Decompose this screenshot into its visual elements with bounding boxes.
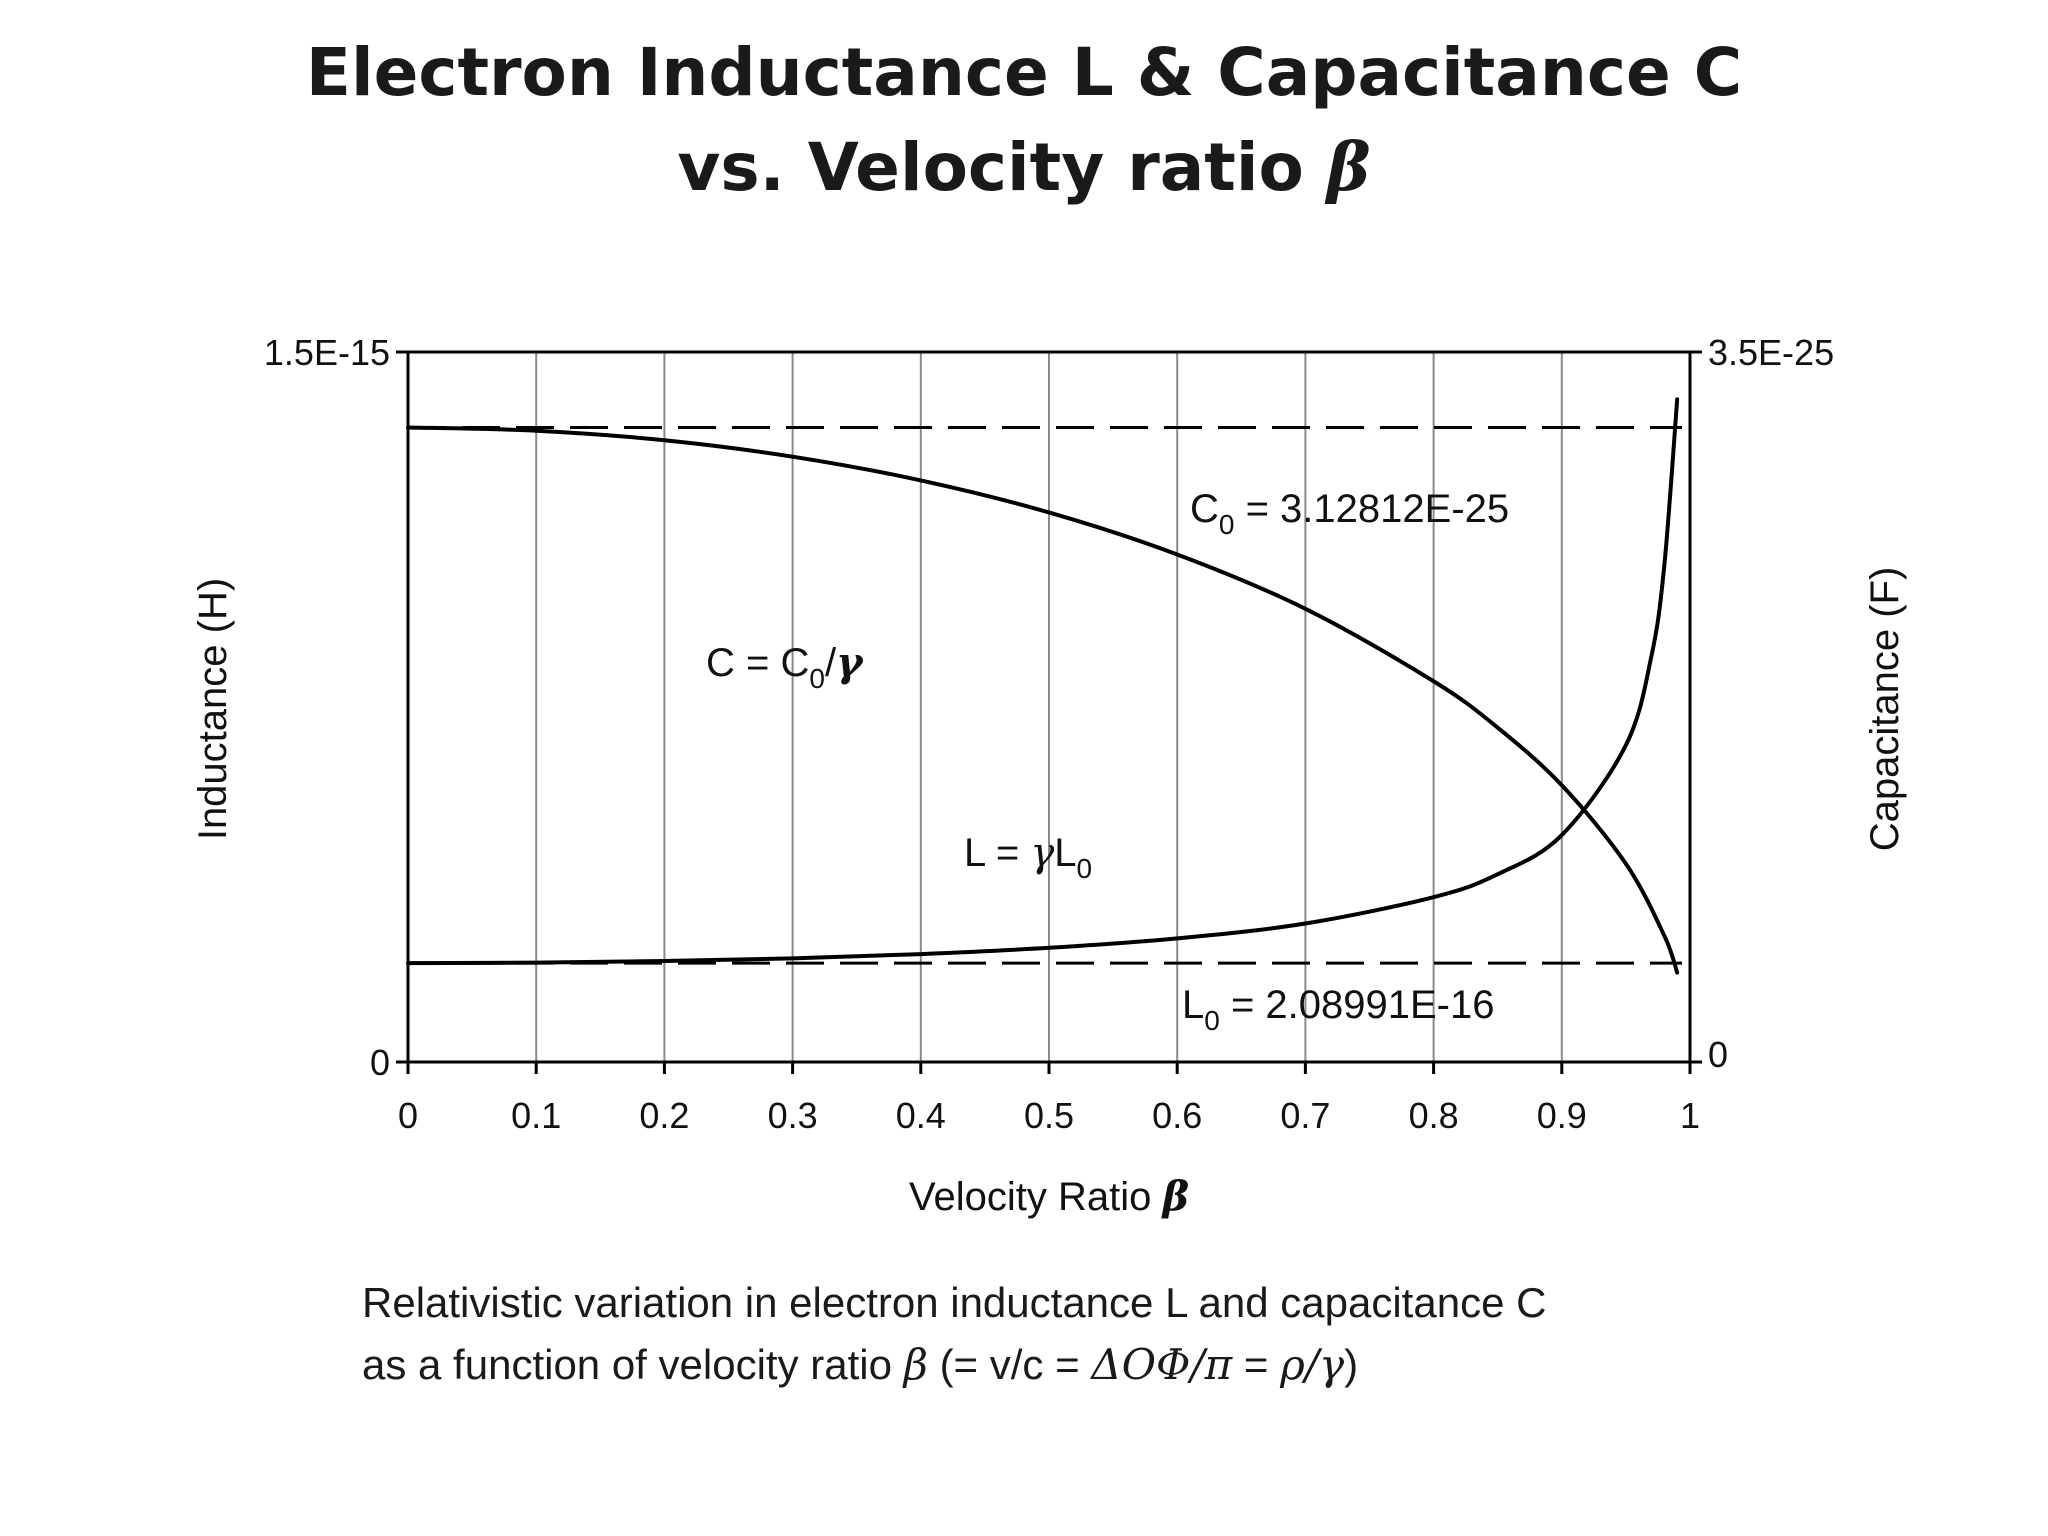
chart-title-text: vs. Velocity ratio bbox=[677, 129, 1327, 206]
reference-lines bbox=[408, 425, 1682, 965]
x-axis-label: Velocity Ratio β bbox=[909, 1173, 1189, 1220]
annotation-l0-symbol: L bbox=[1182, 983, 1204, 1027]
x-axis-label-text: Velocity Ratio bbox=[909, 1175, 1162, 1219]
y-tick-label-right: 0 bbox=[1708, 1034, 1728, 1075]
annotation-c-formula: C = C0/γ bbox=[706, 639, 864, 694]
annotation-l-formula-text: L = bbox=[964, 831, 1030, 875]
x-tick-label: 0.6 bbox=[1152, 1095, 1202, 1136]
annotation-l-formula: L = γL0 bbox=[964, 830, 1092, 884]
chart-title-beta: β bbox=[1326, 128, 1371, 206]
x-tick-label: 0.3 bbox=[768, 1095, 818, 1136]
annotation-l0: L0 = 2.08991E-16 bbox=[1182, 983, 1495, 1036]
caption-line2-text-b: (= v/c = bbox=[927, 1341, 1092, 1388]
x-axis: 0 0.1 0.2 0.3 0.4 0.5 0.6 0.7 0.8 0.9 1 bbox=[398, 1062, 1700, 1136]
y-axis-label-left: Inductance (H) bbox=[191, 578, 235, 840]
x-tick-label: 0.4 bbox=[896, 1095, 946, 1136]
x-axis-label-beta: β bbox=[1160, 1173, 1189, 1220]
caption-expression: ΔOΦ/π bbox=[1091, 1340, 1233, 1389]
capacitance-curve bbox=[406, 425, 1680, 975]
caption-line1: Relativistic variation in electron induc… bbox=[362, 1279, 1547, 1326]
x-tick-label: 0.8 bbox=[1409, 1095, 1459, 1136]
annotation-l0-value: = 2.08991E-16 bbox=[1220, 983, 1495, 1027]
caption-line2-text-a: as a function of velocity ratio bbox=[362, 1341, 904, 1388]
annotation-l-formula-sub: 0 bbox=[1077, 853, 1093, 884]
x-tick-label: 0.9 bbox=[1537, 1095, 1587, 1136]
chart-title-line1: Electron Inductance L & Capacitance C bbox=[305, 34, 1743, 111]
y-axis-label-right: Capacitance (F) bbox=[1863, 567, 1907, 852]
caption-beta: β bbox=[903, 1340, 928, 1389]
y-tick-label-right: 3.5E-25 bbox=[1708, 332, 1834, 373]
x-tick-label: 0.1 bbox=[511, 1095, 561, 1136]
x-tick-label: 0.5 bbox=[1024, 1095, 1074, 1136]
annotation-c0-symbol: C bbox=[1190, 487, 1219, 531]
y-axes: 0 1.5E-15 0 3.5E-25 bbox=[264, 332, 1834, 1083]
figure-caption: Relativistic variation in electron induc… bbox=[362, 1272, 1546, 1396]
annotation-c-formula-text: C = C bbox=[706, 641, 809, 685]
y-tick-label-left: 0 bbox=[370, 1042, 390, 1083]
annotation-l-formula-gamma: γ bbox=[1030, 830, 1054, 876]
annotation-c-formula-slash: / bbox=[825, 641, 837, 685]
annotation-c-formula-gamma: γ bbox=[836, 639, 864, 686]
inductance-curve bbox=[406, 397, 1680, 966]
annotation-c-formula-sub: 0 bbox=[809, 663, 825, 694]
caption-rho-gamma: ρ/γ bbox=[1280, 1340, 1345, 1389]
annotation-c0: C0 = 3.12812E-25 bbox=[1190, 487, 1509, 540]
caption-line2-text-c: = bbox=[1232, 1341, 1281, 1388]
annotation-l-formula-symbol: L bbox=[1054, 831, 1076, 875]
chart-title-line2: vs. Velocity ratio β bbox=[0, 128, 2048, 206]
x-tick-label: 0 bbox=[398, 1095, 418, 1136]
caption-line2: as a function of velocity ratio β (= v/c… bbox=[362, 1334, 1546, 1396]
series-curves bbox=[406, 397, 1680, 975]
gridlines bbox=[535, 352, 1563, 1062]
x-tick-label: 1 bbox=[1680, 1095, 1700, 1136]
x-tick-label: 0.7 bbox=[1280, 1095, 1330, 1136]
y-tick-label-left: 1.5E-15 bbox=[264, 332, 390, 373]
annotation-l0-sub: 0 bbox=[1204, 1005, 1220, 1036]
caption-line2-text-d: ) bbox=[1344, 1341, 1359, 1388]
annotation-c0-sub: 0 bbox=[1219, 509, 1235, 540]
annotation-c0-value: = 3.12812E-25 bbox=[1234, 487, 1509, 531]
x-tick-label: 0.2 bbox=[639, 1095, 689, 1136]
